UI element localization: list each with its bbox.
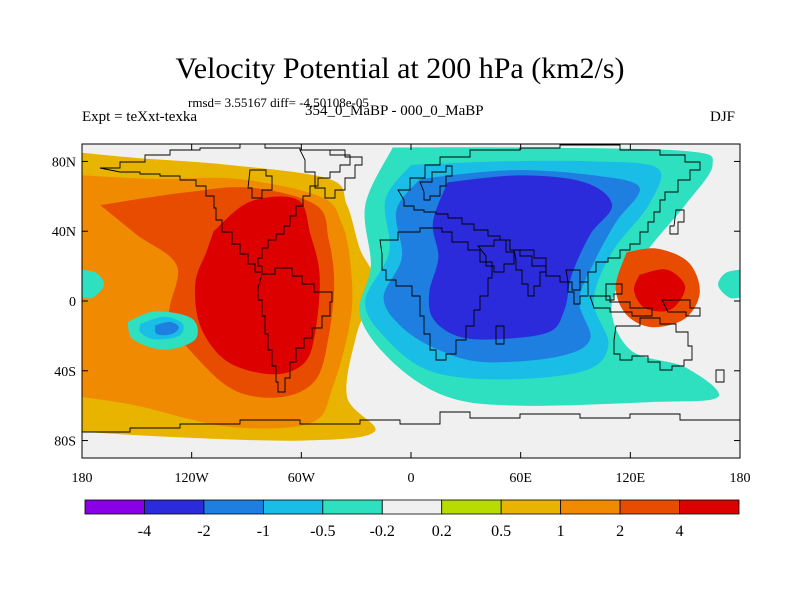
y-axis: 80N 40N 0 40S 80S (52, 155, 740, 450)
contour-region-12 (155, 321, 179, 336)
coastline-north-america (99, 144, 351, 273)
coastline-antarctica (82, 411, 740, 433)
coastline-borneo (605, 283, 623, 301)
colorbar-swatch (262, 499, 324, 515)
x-tick-label: 120W (175, 471, 210, 486)
y-tick-label: 80S (54, 435, 76, 450)
map-panel: 180 120W 60W 0 60E 120E 180 80N 40N 0 40S 80S (52, 143, 751, 486)
coastline-greenland (299, 149, 363, 199)
contour-region-3 (194, 196, 320, 375)
colorbar-label: -4 (138, 523, 151, 540)
coastline-madagascar (495, 325, 505, 345)
colorbar-label: -0.5 (310, 523, 335, 540)
colorbar-swatch (322, 499, 383, 515)
chart-title: Velocity Potential at 200 hPa (km2/s) (175, 52, 625, 85)
colorbar-swatch (500, 499, 562, 515)
contour-region-9 (633, 269, 686, 312)
x-tick-label: 0 (408, 471, 415, 486)
coastline-indochina (565, 269, 589, 305)
stats-label: rmsd= 3.55167 diff= -4.50108e-05 (188, 95, 369, 110)
colorbar-label: -2 (197, 523, 210, 540)
contour-region-7 (428, 175, 613, 340)
y-tick-label: 80N (52, 155, 76, 170)
coastline-south-america (257, 267, 333, 393)
coastline-hudson-bay (247, 169, 273, 199)
coastline-indonesia (589, 295, 653, 317)
x-tick-label: 60E (509, 471, 532, 486)
coastline-india (513, 249, 547, 297)
season-label: DJF (710, 109, 736, 125)
difference-label: 354_0_MaBP - 000_0_MaBP (305, 103, 484, 119)
coastline-australia (613, 317, 693, 371)
contour-fields (82, 147, 740, 441)
x-tick-label: 180 (72, 471, 93, 486)
coastline-scandinavia (419, 165, 453, 201)
contour-region-14 (718, 269, 740, 299)
colorbar-label: 0.5 (491, 523, 511, 540)
colorbar-swatch (441, 499, 502, 515)
y-tick-label: 0 (69, 295, 76, 310)
colorbar-swatch (84, 499, 145, 515)
colorbar-swatch (203, 499, 264, 515)
colorbar-swatch (679, 499, 740, 515)
colorbar-label: 0.2 (432, 523, 452, 540)
experiment-label: Expt = teXxt-texka (82, 109, 198, 125)
x-tick-label: 60W (288, 471, 316, 486)
x-tick-label: 180 (730, 471, 751, 486)
y-tick-label: 40N (52, 225, 76, 240)
coastline-new-zealand (715, 369, 725, 383)
coastline-africa (379, 227, 493, 361)
x-axis: 180 120W 60W 0 60E 120E 180 (72, 144, 751, 486)
coastline-arabia (477, 239, 515, 273)
colorbar-label: 2 (616, 523, 624, 540)
colorbar-label: -1 (257, 523, 270, 540)
contour-region-13 (82, 269, 104, 299)
coastline-japan (669, 209, 685, 235)
colorbar-swatch (381, 499, 443, 515)
coastline-eurasia (397, 144, 701, 291)
colorbar: -4 -2 -1 -0.5 -0.2 0.2 0.5 1 2 4 (84, 499, 740, 540)
coastlines (82, 144, 740, 433)
coastline-new-guinea (661, 299, 701, 317)
y-tick-label: 40S (54, 365, 76, 380)
x-tick-label: 120E (616, 471, 646, 486)
colorbar-swatch (619, 499, 680, 515)
colorbar-swatch (144, 499, 205, 515)
colorbar-label: -0.2 (370, 523, 395, 540)
colorbar-label: 1 (557, 523, 565, 540)
colorbar-swatch (560, 499, 621, 515)
colorbar-label: 4 (676, 523, 684, 540)
